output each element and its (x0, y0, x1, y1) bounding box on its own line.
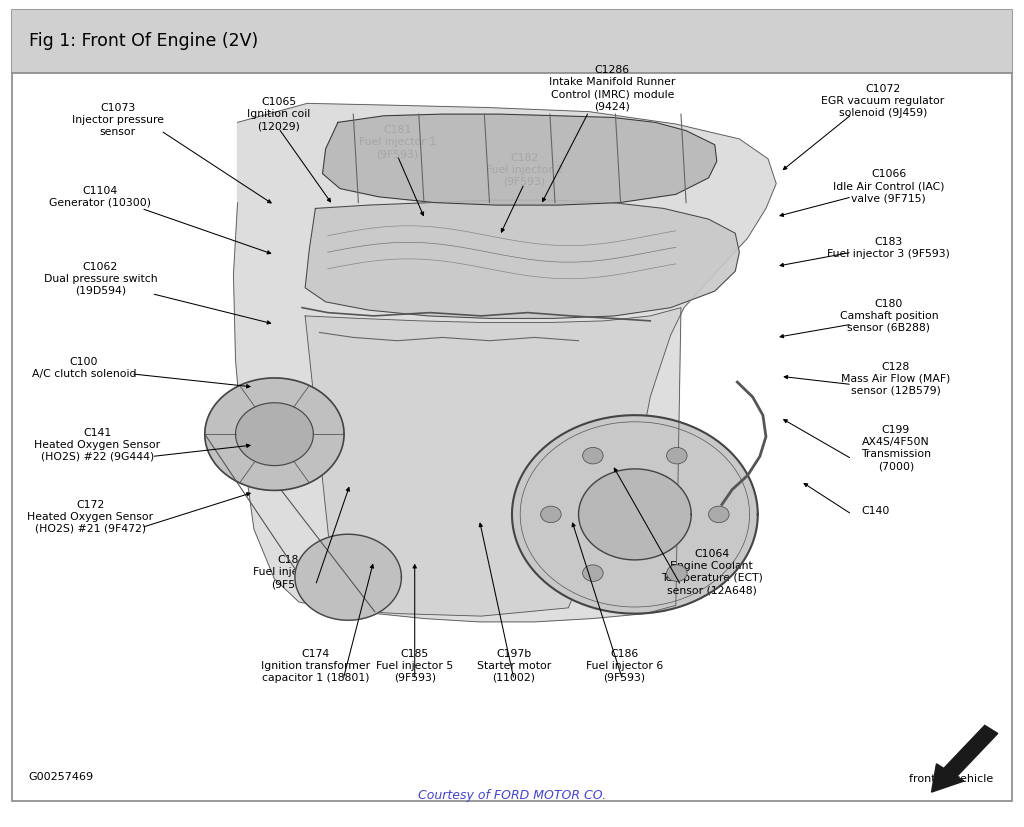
Text: C180
Camshaft position
sensor (6B288): C180 Camshaft position sensor (6B288) (840, 299, 938, 333)
Circle shape (583, 565, 603, 581)
Text: C1065
Ignition coil
(12029): C1065 Ignition coil (12029) (247, 97, 310, 131)
Text: C183
Fuel injector 3 (9F593): C183 Fuel injector 3 (9F593) (827, 237, 950, 259)
Circle shape (667, 447, 687, 464)
Text: Fig 1: Front Of Engine (2V): Fig 1: Front Of Engine (2V) (29, 32, 258, 50)
Text: C172
Heated Oxygen Sensor
(HO2S) #21 (9F472): C172 Heated Oxygen Sensor (HO2S) #21 (9F… (27, 500, 154, 534)
Text: C199
AX4S/4F50N
Transmission
(7000): C199 AX4S/4F50N Transmission (7000) (861, 425, 931, 471)
Text: C128
Mass Air Flow (MAF)
sensor (12B579): C128 Mass Air Flow (MAF) sensor (12B579) (842, 361, 950, 396)
Text: C197b
Starter motor
(11002): C197b Starter motor (11002) (477, 648, 551, 683)
FancyArrow shape (932, 725, 997, 792)
Text: C1286
Intake Manifold Runner
Control (IMRC) module
(9424): C1286 Intake Manifold Runner Control (IM… (549, 65, 676, 112)
Text: Courtesy of FORD MOTOR CO.: Courtesy of FORD MOTOR CO. (418, 789, 606, 802)
Polygon shape (236, 403, 313, 466)
Bar (12, 10, 1012, 73)
Text: C1062
Dual pressure switch
(19D594): C1062 Dual pressure switch (19D594) (44, 261, 157, 296)
Text: C141
Heated Oxygen Sensor
(HO2S) #22 (9G444): C141 Heated Oxygen Sensor (HO2S) #22 (9G… (34, 428, 161, 462)
Text: C181
Fuel injector 1
(9F593): C181 Fuel injector 1 (9F593) (358, 125, 436, 160)
Text: C1066
Idle Air Control (IAC)
valve (9F715): C1066 Idle Air Control (IAC) valve (9F71… (834, 169, 944, 203)
Text: C1072
EGR vacuum regulator
solenoid (9J459): C1072 EGR vacuum regulator solenoid (9J4… (821, 84, 944, 118)
Text: C1064
Engine Coolant
Temperature (ECT)
sensor (12A648): C1064 Engine Coolant Temperature (ECT) s… (660, 549, 763, 595)
Circle shape (709, 506, 729, 523)
Text: C140: C140 (861, 506, 890, 516)
Text: G00257469: G00257469 (29, 772, 94, 782)
Polygon shape (512, 415, 758, 614)
Polygon shape (323, 114, 717, 205)
Polygon shape (305, 200, 739, 318)
Polygon shape (233, 103, 776, 616)
Polygon shape (579, 469, 691, 560)
Text: C100
A/C clutch solenoid: C100 A/C clutch solenoid (32, 357, 136, 379)
Text: C1104
Generator (10300): C1104 Generator (10300) (49, 186, 152, 208)
Text: C185
Fuel injector 5
(9F593): C185 Fuel injector 5 (9F593) (376, 648, 454, 683)
Polygon shape (205, 378, 344, 490)
Bar (230, 120, 742, 649)
Circle shape (583, 447, 603, 464)
Text: C1073
Injector pressure
sensor: C1073 Injector pressure sensor (72, 103, 164, 137)
Text: C182
Fuel injector 2
(9F593): C182 Fuel injector 2 (9F593) (485, 152, 563, 187)
Text: C186
Fuel injector 6
(9F593): C186 Fuel injector 6 (9F593) (586, 648, 664, 683)
Text: front of vehicle: front of vehicle (909, 774, 993, 784)
Text: C184
Fuel injector 4
(9F593): C184 Fuel injector 4 (9F593) (253, 555, 331, 590)
Circle shape (667, 565, 687, 581)
Polygon shape (305, 308, 681, 622)
Circle shape (541, 506, 561, 523)
Polygon shape (295, 534, 401, 620)
Text: C174
Ignition transformer
capacitor 1 (18801): C174 Ignition transformer capacitor 1 (1… (261, 648, 370, 683)
